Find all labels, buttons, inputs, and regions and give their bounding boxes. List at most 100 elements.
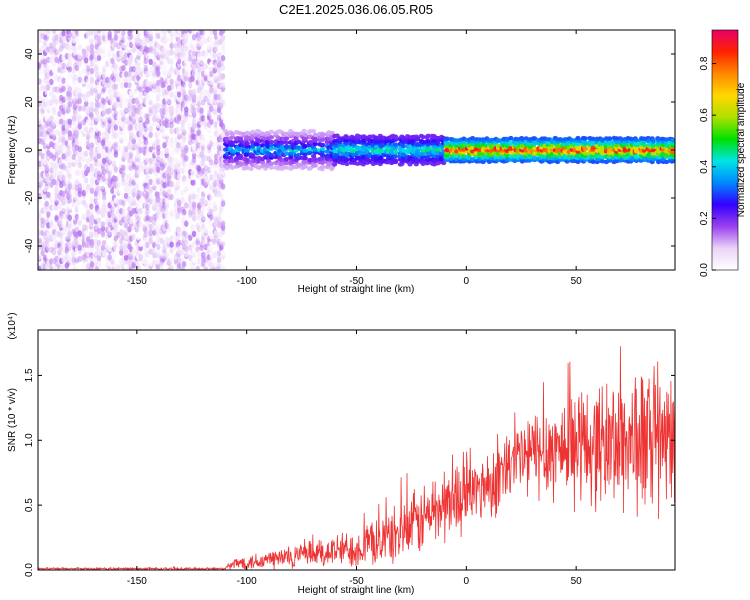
spectrogram-cell xyxy=(67,118,73,126)
spectrogram-cell xyxy=(148,163,153,170)
spectrogram-cell xyxy=(101,168,107,175)
spectrogram-cell xyxy=(212,210,217,218)
spectrogram-cell xyxy=(344,161,350,167)
spectrogram-cell xyxy=(67,66,73,73)
spectrogram-cell xyxy=(156,102,161,110)
spectrogram-cell xyxy=(191,111,197,119)
spectrogram-cell xyxy=(301,128,307,134)
spectrogram-cell xyxy=(650,151,656,156)
spectrogram-cell xyxy=(89,48,95,55)
spectrogram-cell xyxy=(148,216,153,223)
spectrogram-cell xyxy=(145,132,150,139)
spectrogram-cell xyxy=(51,30,57,35)
spectrogram-cell xyxy=(96,122,102,129)
spectrogram-cell xyxy=(138,85,143,93)
spectrogram-cell xyxy=(54,56,59,63)
spectrogram-cell xyxy=(89,238,95,246)
spectrogram-cell xyxy=(148,251,153,258)
spectrogram-cell xyxy=(199,35,204,42)
spectrogram-cell xyxy=(128,152,134,159)
spectrogram-cell xyxy=(84,229,89,237)
spectrogram-cell xyxy=(113,182,119,189)
spectrogram-cell xyxy=(145,30,150,35)
spectrogram-cell xyxy=(61,96,66,104)
spectrogram-cell xyxy=(268,152,274,158)
spectrogram-cell xyxy=(156,234,161,242)
spectrogram-cell xyxy=(169,78,174,86)
spectrogram-cell xyxy=(159,263,164,270)
spectrogram-cell xyxy=(191,246,197,253)
spectrogram-cell xyxy=(320,160,326,165)
spectrogram-cell xyxy=(116,132,121,139)
spectrogram-cell xyxy=(89,149,94,157)
spectrogram-cell xyxy=(244,165,250,170)
spectrogram-cell xyxy=(113,34,119,41)
spectrogram-cell xyxy=(121,210,126,218)
spectrogram-cell xyxy=(40,53,45,61)
spectrogram-cell xyxy=(169,58,174,65)
spectrogram-cell xyxy=(77,150,83,157)
spectrogram-cell xyxy=(84,126,89,133)
spectrogram-cell xyxy=(184,32,189,40)
spectrogram-cell xyxy=(173,137,179,144)
spectrogram-cell xyxy=(156,112,161,120)
spectrogram-cell xyxy=(191,138,197,145)
spectrogram-cell xyxy=(425,139,431,144)
spectrogram-cell xyxy=(142,225,147,232)
spectrogram-cell xyxy=(100,165,106,173)
spectrogram-cell xyxy=(156,60,161,67)
spectrogram-cell xyxy=(84,177,89,184)
spectrogram-cell xyxy=(138,161,143,168)
spectrogram-cell xyxy=(220,99,226,107)
spectrogram-cell xyxy=(184,178,189,185)
spectrogram-cell xyxy=(209,78,214,85)
spectrogram-cell xyxy=(148,106,153,114)
spectrogram-cell xyxy=(128,157,134,164)
spectrogram-cell xyxy=(238,136,244,141)
spectrogram-cell xyxy=(320,142,326,148)
spectrogram-cell xyxy=(138,78,143,86)
spectrogram-cell xyxy=(169,161,174,169)
spectrogram-cell xyxy=(590,145,596,150)
spectrogram-cell xyxy=(203,115,208,123)
spectrogram-cell xyxy=(400,156,407,161)
spectrogram-cell xyxy=(86,105,91,113)
spectrogram-cell xyxy=(38,184,42,191)
spectrogram-cell xyxy=(145,70,150,78)
spectrogram-cell xyxy=(46,230,51,237)
spectrogram-cell xyxy=(244,141,250,146)
spectrogram-cell xyxy=(113,176,119,183)
spectrogram-cell xyxy=(156,130,161,138)
spectrogram-cell xyxy=(61,62,66,69)
spectrogram-cell xyxy=(113,83,119,90)
spectrogram-cell xyxy=(134,217,139,225)
spectrogram-cell xyxy=(148,30,153,38)
spectrogram-cell xyxy=(199,107,204,114)
spectrogram-cell xyxy=(156,32,161,40)
spectrogram-cell xyxy=(40,84,45,91)
spectrogram-cell xyxy=(51,166,57,173)
spectrogram-cell xyxy=(190,173,195,181)
spectrogram-cell xyxy=(138,198,143,205)
spectrogram-cell xyxy=(131,187,136,194)
spectrogram-cell xyxy=(96,54,102,61)
spectrogram-cell xyxy=(209,220,214,227)
spectrogram-cell xyxy=(54,161,59,168)
colorbar-tick-label: 0.2 xyxy=(699,211,710,225)
spectrogram-cell xyxy=(177,204,182,212)
spectrogram-cell xyxy=(123,59,129,66)
spectrogram-cell xyxy=(199,39,204,47)
spectrogram-cell xyxy=(143,202,148,209)
spectrogram-cell xyxy=(167,165,172,172)
spectrogram-cell xyxy=(61,77,66,84)
spectrogram-cell xyxy=(61,119,66,127)
spectrogram-cell xyxy=(182,230,187,237)
spectrogram-cell xyxy=(201,115,206,122)
spectrogram-cell xyxy=(152,229,157,236)
spectrogram-cell xyxy=(203,242,208,250)
spectrogram-cell xyxy=(123,222,129,229)
spectrogram-cell xyxy=(320,152,326,158)
spectrogram-cell xyxy=(148,95,153,103)
spectrogram-cell xyxy=(59,158,64,166)
spectrogram-cell xyxy=(220,42,226,49)
